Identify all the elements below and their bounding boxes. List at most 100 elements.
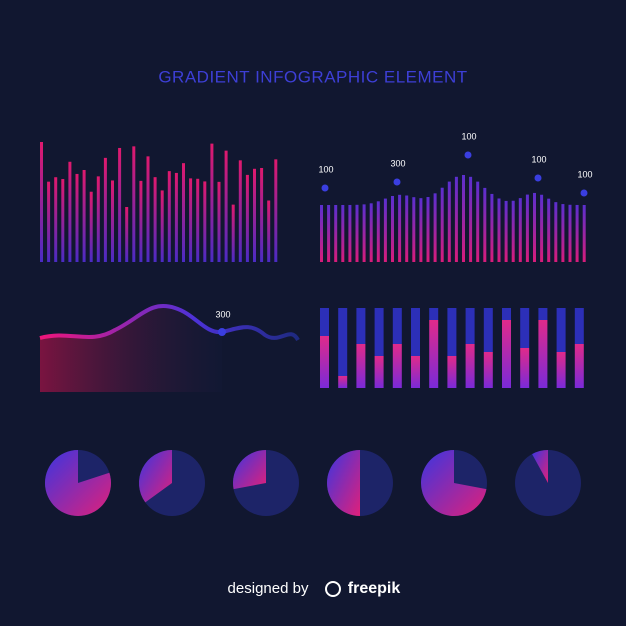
bar-top: [520, 308, 530, 348]
bar: [533, 192, 536, 262]
bar: [167, 171, 171, 262]
bar: [341, 204, 345, 262]
stacked-bars: [320, 308, 584, 388]
bar-bottom: [356, 344, 366, 388]
area: [40, 306, 222, 392]
bar: [575, 204, 579, 262]
bar: [426, 197, 430, 262]
dot: [534, 174, 542, 182]
wave-bars: 100 300 100 100 100: [318, 131, 593, 262]
bar: [224, 150, 228, 262]
bar: [376, 201, 380, 262]
bar: [182, 163, 185, 262]
pie-slice: [233, 450, 266, 490]
bar: [75, 173, 79, 262]
bar: [511, 200, 515, 262]
bar: [125, 206, 129, 262]
bar: [111, 180, 114, 262]
bar: [174, 172, 178, 262]
bar: [245, 174, 249, 262]
bar: [118, 147, 122, 262]
bar: [568, 204, 572, 262]
bar: [469, 176, 473, 262]
bar-top: [465, 308, 475, 344]
bar: [40, 142, 43, 262]
bar-top: [538, 308, 548, 320]
bar: [561, 204, 565, 262]
bar-top: [447, 308, 457, 356]
bar-top: [429, 308, 439, 320]
bar-bottom: [447, 356, 457, 388]
bar: [189, 178, 193, 262]
bar: [483, 187, 487, 262]
bar-bottom: [338, 376, 348, 388]
dot: [464, 151, 472, 159]
bar: [348, 204, 352, 262]
bar-bottom: [574, 344, 584, 388]
equalizer-bars: [40, 142, 278, 262]
bar-top: [574, 308, 584, 344]
bar: [153, 177, 157, 262]
bar-bottom: [411, 356, 420, 388]
bar-top: [483, 308, 493, 352]
dot-label: 100: [461, 131, 476, 141]
bar: [103, 157, 107, 262]
bar-top: [338, 308, 348, 376]
bar: [139, 180, 143, 262]
pie-slice: [421, 450, 487, 516]
bar: [61, 179, 65, 262]
dot-label: 300: [390, 158, 405, 168]
bar-bottom: [465, 344, 475, 388]
bar: [497, 198, 501, 262]
pie-slice: [327, 450, 360, 516]
bar: [253, 168, 256, 262]
pie-slice: [139, 450, 172, 503]
bar: [525, 194, 529, 262]
bar: [320, 204, 323, 262]
bar: [196, 178, 200, 262]
bar: [210, 143, 214, 262]
bar: [132, 146, 136, 262]
bar: [231, 204, 235, 262]
bar: [391, 195, 394, 262]
bar: [547, 198, 551, 262]
bar: [433, 193, 437, 262]
bar-top: [374, 308, 384, 356]
bar-bottom: [502, 320, 511, 388]
bar: [238, 160, 242, 262]
bar: [412, 197, 416, 262]
footer-brand: freepik: [348, 580, 401, 597]
bar: [362, 204, 366, 262]
bar: [203, 181, 207, 262]
dot-label: 100: [531, 154, 546, 164]
bar: [383, 198, 387, 262]
pies: [45, 450, 581, 516]
bar-top: [556, 308, 566, 352]
dot: [580, 189, 588, 197]
bar: [540, 194, 544, 262]
title: GRADIENT INFOGRAPHIC ELEMENT: [158, 67, 467, 86]
footer-prefix: designed by: [228, 580, 309, 597]
bar: [355, 204, 359, 262]
bar: [68, 161, 72, 262]
bar: [89, 191, 93, 262]
bar-top: [411, 308, 420, 356]
bar: [447, 181, 451, 262]
bar-bottom: [538, 320, 548, 388]
bar: [405, 195, 409, 262]
bar: [440, 187, 444, 262]
dot-label: 100: [318, 164, 333, 174]
bar: [334, 204, 338, 262]
dot: [321, 184, 329, 192]
bar-top: [392, 308, 402, 344]
bar-bottom: [392, 344, 402, 388]
bar: [582, 204, 586, 262]
bar: [398, 194, 402, 262]
bar: [369, 203, 373, 262]
bar-bottom: [520, 348, 530, 388]
bar: [327, 204, 331, 262]
area-label: 300: [215, 309, 230, 319]
bar: [504, 200, 508, 262]
bar: [47, 181, 51, 262]
bar: [217, 181, 221, 262]
